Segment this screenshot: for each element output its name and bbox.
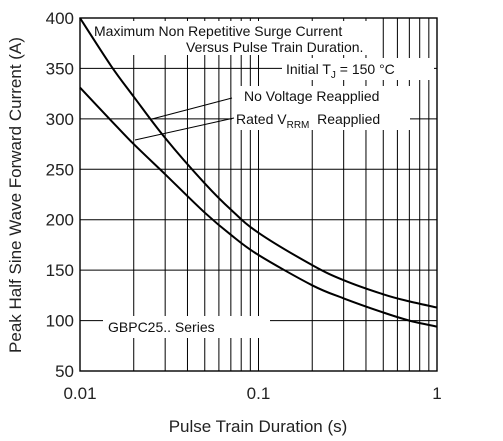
- y-tick-label: 150: [46, 261, 74, 280]
- initial-tj-annotation: Initial TJ = 150 °C: [286, 61, 395, 81]
- series-note-box: [103, 316, 270, 338]
- title-annotation-box: [91, 21, 379, 55]
- series-note: GBPC25.. Series: [108, 319, 215, 335]
- y-axis-label: Peak Half Sine Wave Forward Current (A): [6, 37, 25, 353]
- x-axis-label: Pulse Train Duration (s): [169, 417, 348, 436]
- leader-line-no-voltage: [151, 97, 233, 120]
- plot-frame: [79, 17, 438, 372]
- y-tick-label: 200: [46, 211, 74, 230]
- x-tick-labels: 0.01 0.1 1: [63, 384, 441, 403]
- x-tick-label: 1: [432, 384, 441, 403]
- y-tick-labels: 50 100 150 200 250 300 350 400: [46, 9, 74, 381]
- x-tick-label: 0.1: [247, 384, 271, 403]
- series-label-box-1: [240, 86, 413, 108]
- y-tick-label: 250: [46, 160, 74, 179]
- leader-line-rated-vrrm: [134, 117, 235, 141]
- curve-rated-vrrm-reapplied: [79, 86, 438, 328]
- curve-no-voltage-reapplied: [79, 17, 438, 309]
- y-tick-label: 100: [46, 312, 74, 331]
- chart-title-line1: Maximum Non Repetitive Surge Current: [94, 23, 342, 39]
- y-tick-label: 350: [46, 59, 74, 78]
- series-label-box-2: [232, 108, 410, 130]
- series-label-no-voltage: No Voltage Reapplied: [244, 88, 379, 104]
- tj-annotation-box: [282, 58, 434, 80]
- x-tick-label: 0.01: [63, 384, 96, 403]
- chart-title-line2: Versus Pulse Train Duration.: [186, 39, 363, 55]
- y-tick-label: 400: [46, 9, 74, 28]
- y-tick-label: 300: [46, 110, 74, 129]
- data-series: [79, 17, 438, 328]
- series-label-rated-vrrm: Rated VRRM Reapplied: [236, 111, 380, 131]
- y-tick-label: 50: [55, 362, 74, 381]
